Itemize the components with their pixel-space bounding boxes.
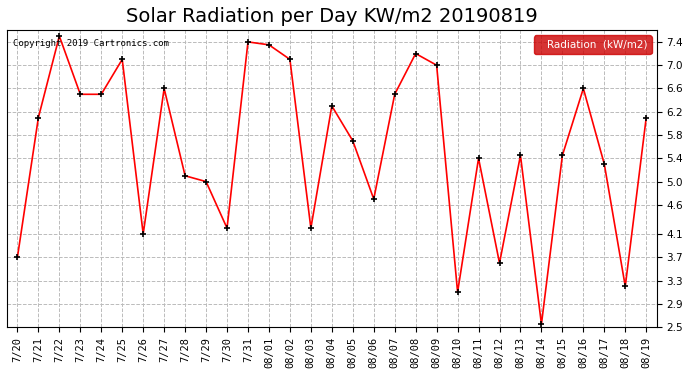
Title: Solar Radiation per Day KW/m2 20190819: Solar Radiation per Day KW/m2 20190819 bbox=[126, 7, 538, 26]
Legend: Radiation  (kW/m2): Radiation (kW/m2) bbox=[534, 36, 651, 54]
Text: Copyright 2019 Cartronics.com: Copyright 2019 Cartronics.com bbox=[13, 39, 169, 48]
